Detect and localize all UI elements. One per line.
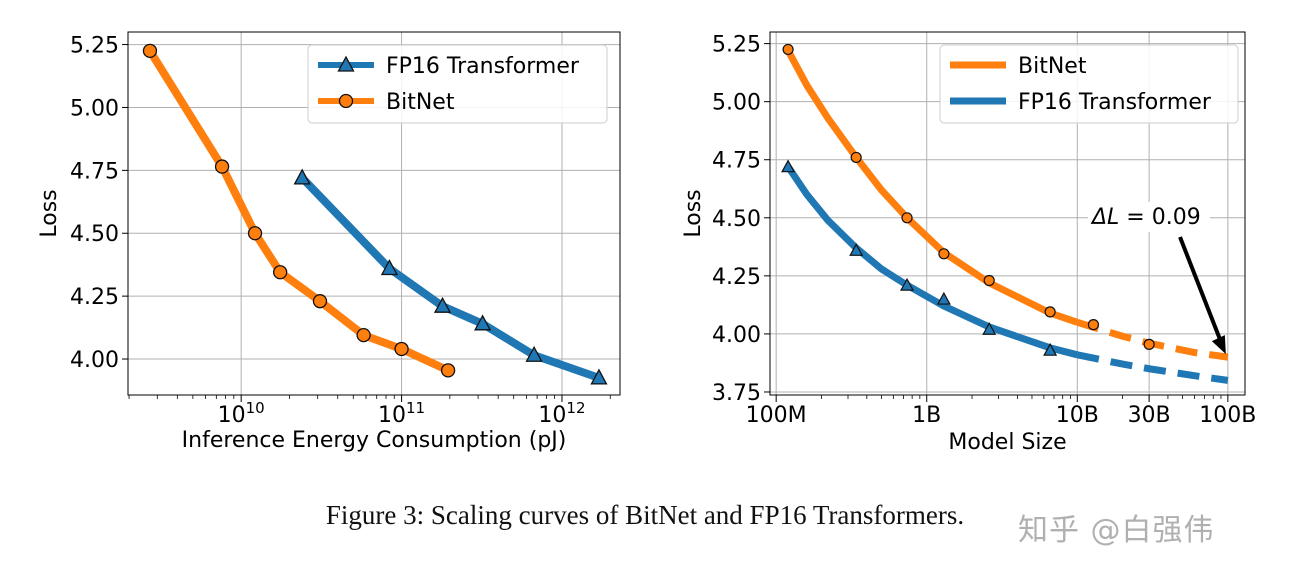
y-tick-label: 4.00 bbox=[712, 323, 761, 348]
y-axis-label: Loss bbox=[37, 189, 62, 237]
y-tick-label: 4.75 bbox=[712, 149, 761, 174]
x-tick-exponent: 11 bbox=[406, 399, 425, 417]
fp16-transformer-point bbox=[982, 322, 997, 335]
y-tick-label: 5.25 bbox=[712, 33, 761, 58]
fp16-transformer-point bbox=[936, 291, 951, 305]
fp16-transformer-point bbox=[590, 368, 608, 385]
x-axis-label: Inference Energy Consumption (pJ) bbox=[182, 428, 567, 453]
y-tick-label: 5.25 bbox=[70, 34, 119, 59]
fp16-transformer-point bbox=[781, 159, 796, 173]
bitnet-point bbox=[440, 363, 456, 378]
x-tick-exponent: 10 bbox=[246, 399, 265, 417]
annotation-arrow bbox=[1178, 236, 1224, 345]
bitnet-point bbox=[356, 327, 371, 343]
bitnet-point bbox=[214, 159, 230, 174]
y-tick-label: 4.50 bbox=[712, 207, 761, 232]
x-tick-label: 10B bbox=[1056, 403, 1099, 428]
bitnet-point bbox=[273, 265, 288, 280]
legend-label-bitnet: BitNet bbox=[386, 90, 455, 115]
bitnet-point bbox=[983, 274, 995, 287]
y-tick-label: 4.00 bbox=[70, 348, 119, 373]
fp16-transformer-point bbox=[433, 296, 452, 313]
fp16-transformer-point bbox=[380, 259, 399, 276]
bitnet-point bbox=[938, 248, 950, 260]
x-tick-label: 1010 bbox=[218, 399, 265, 428]
x-tick-label: 30B bbox=[1128, 403, 1171, 428]
x-tick-base: 10 bbox=[218, 403, 246, 428]
legend-label-bitnet: BitNet bbox=[1018, 54, 1087, 79]
fp16-transformer-point bbox=[293, 168, 311, 185]
figure-caption: Figure 3: Scaling curves of BitNet and F… bbox=[0, 500, 1290, 531]
watermark: 知乎 @白强伟 bbox=[1018, 513, 1215, 548]
plot-area bbox=[142, 43, 608, 385]
plot-frame bbox=[127, 31, 621, 396]
annotation-bg bbox=[1088, 202, 1210, 232]
fp16-transformer-line bbox=[299, 175, 601, 382]
legend-box bbox=[939, 44, 1239, 124]
model-size-chart: 3.75 4.00 4.25 4.50 4.75 5.00 5.25 100M 1B 10B 30B… bbox=[681, 31, 1256, 455]
bitnet-point bbox=[782, 43, 794, 56]
legend: FP16 Transformer BitNet bbox=[307, 44, 608, 124]
x-tick-label: 1B bbox=[912, 403, 941, 428]
legend-label-fp16-transformer: FP16 Transformer bbox=[386, 54, 580, 79]
bitnet-point bbox=[850, 151, 862, 164]
y-tick-label: 4.75 bbox=[70, 159, 119, 184]
x-tick-base: 10 bbox=[378, 403, 406, 428]
fp16-transformer-point bbox=[900, 277, 915, 291]
x-axis-label: Model Size bbox=[948, 430, 1066, 455]
annotation-symbol: ΔL bbox=[1090, 205, 1119, 230]
x-tick-label: 1012 bbox=[538, 399, 585, 428]
fp16-transformer-point bbox=[474, 314, 492, 331]
fp16-transformer-fit-line bbox=[785, 164, 1079, 359]
bitnet-point bbox=[247, 226, 263, 241]
y-tick-label: 5.00 bbox=[712, 91, 761, 116]
bitnet-point bbox=[142, 43, 158, 59]
y-tick-label: 4.25 bbox=[712, 265, 761, 290]
plot-frame bbox=[769, 31, 1246, 396]
bitnet-extrapolation-line bbox=[1076, 318, 1229, 361]
fp16-transformer-extrapolation-line bbox=[1076, 351, 1229, 384]
plot-area bbox=[781, 43, 1229, 384]
fp16-transformer-point bbox=[849, 243, 864, 256]
fp16-transformer-point bbox=[525, 345, 543, 362]
x-tick-label: 1011 bbox=[378, 399, 425, 428]
legend-label-fp16-transformer: FP16 Transformer bbox=[1018, 90, 1212, 115]
y-tick-label: 3.75 bbox=[712, 381, 761, 406]
legend-marker-bitnet bbox=[338, 93, 354, 109]
caption-text: Figure 3: Scaling curves of BitNet and F… bbox=[325, 500, 965, 530]
bitnet-point bbox=[1087, 319, 1100, 331]
bitnet-point bbox=[1044, 306, 1056, 318]
bitnet-point bbox=[901, 212, 913, 224]
y-axis-label: Loss bbox=[681, 189, 706, 237]
legend-box bbox=[307, 44, 608, 124]
legend: BitNet FP16 Transformer bbox=[939, 44, 1239, 124]
bitnet-point bbox=[312, 294, 328, 309]
y-tick-label: 4.50 bbox=[70, 222, 119, 247]
legend-marker-fp16-transformer bbox=[337, 55, 355, 72]
y-tick-label: 5.00 bbox=[70, 96, 119, 121]
annotation-arrowhead bbox=[1211, 335, 1226, 355]
annotation-value: = 0.09 bbox=[1119, 205, 1200, 230]
x-tick-label: 100B bbox=[1199, 403, 1256, 428]
x-tick-base: 10 bbox=[538, 403, 566, 428]
bitnet-point bbox=[394, 341, 409, 357]
delta-loss-annotation: ΔL = 0.09 bbox=[1090, 205, 1201, 230]
x-tick-label: 100M bbox=[746, 403, 807, 428]
fp16-transformer-point bbox=[1043, 342, 1058, 356]
y-tick-label: 4.25 bbox=[70, 285, 119, 310]
x-tick-exponent: 12 bbox=[566, 399, 585, 417]
bitnet-point bbox=[1143, 338, 1155, 350]
bitnet-fit-line bbox=[785, 48, 1079, 326]
